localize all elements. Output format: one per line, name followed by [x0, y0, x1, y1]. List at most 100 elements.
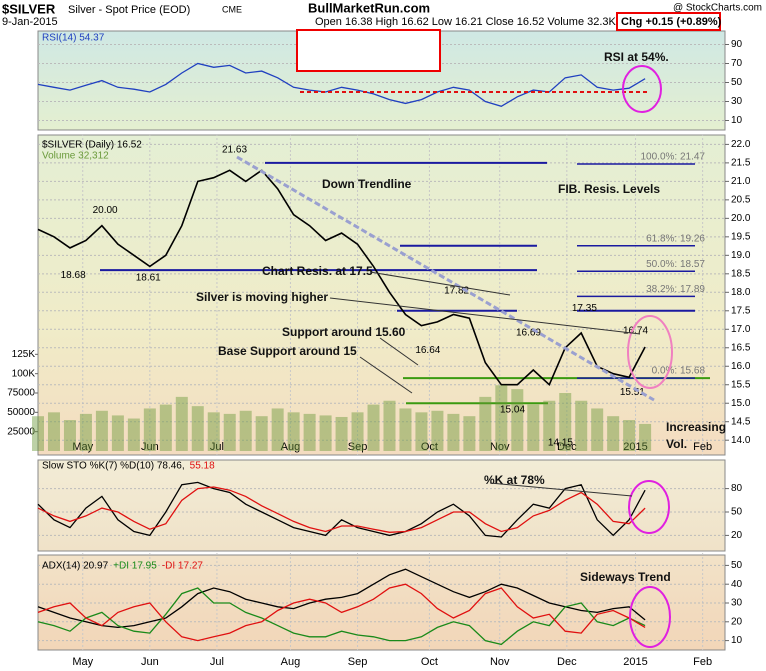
- volume-bar: [431, 410, 444, 451]
- x-tick-label: 2015: [623, 441, 647, 453]
- annotation: RSI at 54%.: [604, 50, 669, 64]
- volume-bar: [47, 412, 60, 451]
- y-tick-label: 20: [731, 530, 743, 541]
- y2-tick-label: 75000: [7, 388, 35, 399]
- y-tick-label: 30: [731, 598, 743, 609]
- fib-label: 0.0%: 15.68: [652, 366, 706, 377]
- series-line: [37, 169, 646, 387]
- legend-entry: 55.18: [190, 461, 215, 472]
- y-tick-label: 50: [731, 507, 743, 518]
- x-tick-label: Nov: [490, 441, 510, 453]
- y2-tick-label: 125K: [12, 349, 36, 360]
- volume-bar: [351, 412, 364, 451]
- x-tick-label: Feb: [693, 656, 712, 668]
- x-tick-label: Sep: [348, 656, 368, 668]
- y2-tick-label: 50000: [7, 407, 35, 418]
- highlight-circle: [628, 480, 670, 534]
- x-tick-label: Oct: [421, 656, 438, 668]
- y2-tick-label: 100K: [12, 368, 36, 379]
- legend-entry: Slow STO %K(7) %D(10) 78.46,: [42, 461, 185, 472]
- volume-bar: [207, 412, 220, 451]
- y-tick-label: 10: [731, 115, 743, 126]
- point-label: 14.15: [548, 437, 573, 448]
- sto-panel: [37, 459, 726, 552]
- volume-bar: [143, 408, 156, 451]
- legend-entry: ADX(14) 20.97: [42, 561, 109, 572]
- volume-bar: [319, 415, 332, 451]
- volume-bar: [447, 413, 460, 451]
- volume-bar: [367, 404, 380, 451]
- point-label: 16.69: [516, 327, 541, 338]
- volume-bar: [527, 404, 540, 451]
- fib-label: 100.0%: 21.47: [641, 152, 706, 163]
- volume-bar: [639, 423, 652, 451]
- y-tick-label: 30: [731, 96, 743, 107]
- volume-bar: [303, 413, 316, 451]
- volume-bar: [399, 408, 412, 451]
- y-tick-label: 20: [731, 616, 743, 627]
- highlight-circle: [627, 315, 673, 389]
- point-label: 17.35: [572, 303, 597, 314]
- change: Chg +0.15 (+0.89%): [621, 16, 722, 28]
- y-tick-label: 16.5: [731, 342, 751, 353]
- x-tick-label: Aug: [281, 656, 301, 668]
- y-tick-label: 20.5: [731, 195, 751, 206]
- y-tick-label: 16.0: [731, 361, 751, 372]
- symbol: $SILVER: [2, 1, 56, 16]
- y-tick-label: 15.5: [731, 379, 751, 390]
- volume-bar: [623, 420, 636, 451]
- volume-bar: [79, 413, 92, 451]
- y-tick-label: 50: [731, 560, 743, 571]
- legend-entry: -DI 17.27: [162, 561, 204, 572]
- pointer: [359, 356, 413, 394]
- x-tick-label: Oct: [421, 441, 438, 453]
- y-tick-label: 17.5: [731, 305, 751, 316]
- x-tick-label: Sep: [348, 441, 368, 453]
- y-tick-label: 90: [731, 39, 743, 50]
- pointer: [379, 337, 419, 366]
- volume-bar: [543, 400, 556, 451]
- y-tick-label: 19.5: [731, 231, 751, 242]
- x-tick-label: Feb: [693, 441, 712, 453]
- volume-bar: [511, 389, 524, 451]
- legend-entry: RSI(14) 54.37: [42, 33, 105, 44]
- pointer: [489, 482, 633, 497]
- volume-bar: [63, 420, 76, 451]
- volume-bar: [271, 408, 284, 451]
- point-label: 20.00: [93, 205, 118, 216]
- legend-entry: $SILVER (Daily) 16.52: [42, 140, 142, 151]
- volume-bar: [479, 396, 492, 451]
- x-tick-label: Nov: [490, 656, 510, 668]
- y-tick-label: 21.0: [731, 176, 751, 187]
- y-tick-label: 10: [731, 635, 743, 646]
- legend-entry: Volume 32,312: [42, 151, 109, 162]
- fib-label: 38.2%: 17.89: [646, 284, 705, 295]
- y-tick-label: 18.5: [731, 268, 751, 279]
- point-label: 21.63: [222, 145, 247, 156]
- pointer: [369, 271, 511, 296]
- volume-bar: [127, 418, 140, 451]
- annotation: Support around 15.60: [282, 325, 406, 339]
- highlight-circle: [622, 65, 662, 113]
- point-label: 15.04: [500, 404, 525, 415]
- y-tick-label: 20.0: [731, 213, 751, 224]
- price-panel: [37, 134, 726, 456]
- volume-bar: [607, 416, 620, 451]
- x-tick-label: Dec: [557, 441, 577, 453]
- quote: Open 16.38 High 16.62 Low 16.21 Close 16…: [315, 16, 617, 28]
- pointer: [329, 297, 641, 335]
- volume-bar: [335, 416, 348, 451]
- date: 9-Jan-2015: [2, 16, 58, 28]
- y-tick-label: 21.5: [731, 158, 751, 169]
- point-label: 18.68: [61, 270, 86, 281]
- volume-bar: [575, 400, 588, 451]
- x-tick-label: Jun: [141, 441, 159, 453]
- highlight-circle: [629, 586, 671, 648]
- y-tick-label: 14.0: [731, 435, 751, 446]
- y-tick-label: 50: [731, 77, 743, 88]
- volume-bar: [111, 415, 124, 451]
- volume-bar: [591, 408, 604, 451]
- series-line: [37, 583, 646, 642]
